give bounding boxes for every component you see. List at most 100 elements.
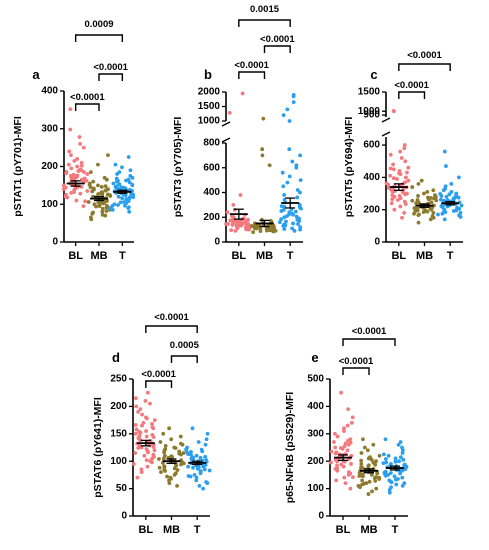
data-point-bl <box>351 475 355 479</box>
data-point-mb <box>359 465 363 470</box>
data-point-mb <box>373 479 378 483</box>
data-point-bl <box>140 412 144 417</box>
axis-break-mark <box>381 131 391 137</box>
data-point-bl <box>402 211 407 215</box>
data-point-mb <box>175 483 179 488</box>
p-value-label: 0.0005 <box>170 340 200 351</box>
data-point-t <box>186 474 191 478</box>
data-point-t <box>400 483 405 488</box>
data-point-mb <box>96 183 100 188</box>
data-point-t <box>126 155 131 159</box>
data-point-mb <box>91 179 96 184</box>
data-point-bl <box>148 401 152 406</box>
data-point-mb <box>261 116 266 121</box>
data-point-bl <box>402 146 407 151</box>
data-point-t <box>122 200 126 204</box>
data-point-mb <box>368 455 372 459</box>
data-point-t <box>124 178 128 183</box>
data-point-mb <box>416 181 421 186</box>
data-point-mb <box>96 200 101 205</box>
p-value-label: <0.0001 <box>154 312 189 323</box>
data-point-mb <box>431 188 436 193</box>
data-point-bl <box>333 445 338 450</box>
data-point-bl <box>348 437 353 442</box>
data-point-bl <box>146 450 150 455</box>
data-point-bl <box>398 149 403 154</box>
data-point-bl <box>81 204 86 209</box>
data-point-mb <box>370 489 374 494</box>
data-point-mb <box>102 201 106 206</box>
data-point-bl <box>151 452 156 457</box>
data-point-mb <box>172 466 177 471</box>
data-point-mb <box>159 470 163 475</box>
y-tick-label: 2000 <box>198 87 221 98</box>
data-point-t <box>120 165 124 170</box>
data-point-t <box>388 463 392 468</box>
data-point-bl <box>69 176 74 181</box>
p-value-label: <0.0001 <box>407 50 442 61</box>
data-point-bl <box>403 159 408 164</box>
x-tick-label: T <box>287 250 294 262</box>
data-point-mb <box>163 443 168 448</box>
data-point-t <box>113 162 118 167</box>
data-point-bl <box>145 390 150 395</box>
data-point-t <box>127 209 132 214</box>
data-point-t <box>191 455 196 460</box>
data-point-t <box>280 170 285 175</box>
data-point-bl <box>231 217 235 221</box>
data-point-t <box>296 222 300 226</box>
x-tick-label: T <box>194 524 201 536</box>
data-point-mb <box>175 468 180 472</box>
data-point-mb <box>100 209 105 214</box>
panel-a: 0 100 200 300 400 pSTAT1 (pY701)-MFI a BL MB T <0.… <box>12 19 136 262</box>
data-point-bl <box>391 108 396 113</box>
data-point-t <box>388 471 393 475</box>
significance-bracket <box>238 71 266 79</box>
p-value-label: <0.0001 <box>394 80 429 91</box>
data-point-mb <box>359 458 364 463</box>
data-point-bl <box>348 486 353 491</box>
data-point-mb <box>179 441 183 446</box>
data-point-bl <box>71 172 76 177</box>
data-point-bl <box>384 181 389 186</box>
data-point-t <box>128 188 132 192</box>
data-point-bl <box>335 434 340 439</box>
data-point-t <box>453 195 458 199</box>
data-point-mb <box>260 153 265 158</box>
y-tick-label: 0 <box>214 237 220 248</box>
data-point-t <box>455 205 460 210</box>
data-point-bl <box>66 162 71 167</box>
data-point-mb <box>161 431 166 436</box>
data-point-bl <box>142 453 147 458</box>
data-point-t <box>397 459 401 464</box>
data-point-t <box>190 426 195 431</box>
data-point-mb <box>416 194 420 198</box>
data-point-bl <box>403 180 407 185</box>
data-point-bl <box>395 198 400 202</box>
data-point-t <box>285 107 290 112</box>
data-point-bl <box>152 418 157 422</box>
data-point-mb <box>369 457 374 462</box>
data-point-mb <box>433 193 437 198</box>
data-point-bl <box>65 195 70 200</box>
data-point-mb <box>357 474 362 478</box>
x-tick-label: BL <box>391 250 406 262</box>
data-point-bl <box>406 165 411 170</box>
data-point-t <box>444 164 448 168</box>
data-point-bl <box>333 466 338 471</box>
data-point-mb <box>92 187 96 192</box>
significance-bracket <box>238 19 291 27</box>
data-point-mb <box>425 209 430 214</box>
y-axis-label: pSTAT3 (pY705)-MFI <box>172 117 184 218</box>
data-point-t <box>281 113 286 118</box>
y-axis-label: p65-NFκB (pS529)-MFI <box>284 392 296 504</box>
data-point-bl <box>388 173 393 178</box>
data-point-bl <box>144 447 149 452</box>
data-point-bl <box>388 166 393 171</box>
data-point-mb <box>91 194 95 199</box>
data-point-t <box>290 159 295 164</box>
data-point-bl <box>389 201 394 206</box>
data-point-t <box>287 147 292 152</box>
data-point-bl <box>392 207 397 212</box>
